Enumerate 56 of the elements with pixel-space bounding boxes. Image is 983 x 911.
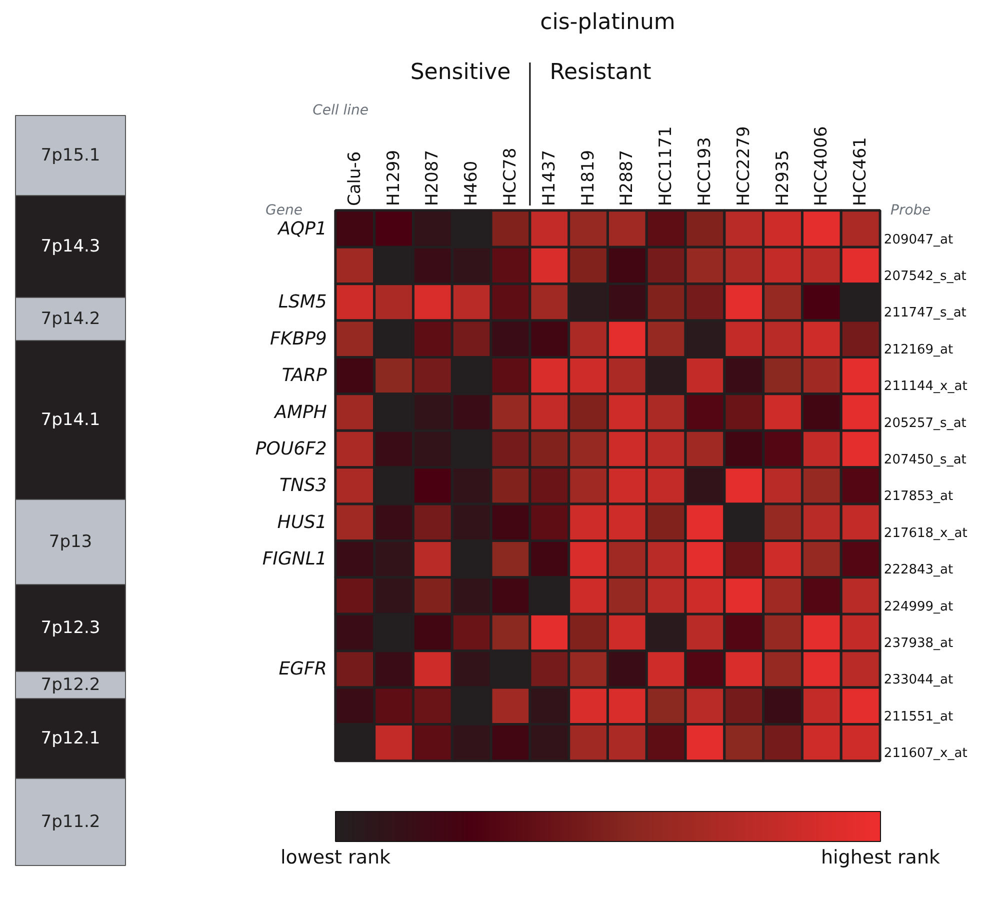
y2-tick-label: 211747_s_at xyxy=(884,306,966,321)
y2-tick-label: 212169_at xyxy=(884,342,954,358)
x-tick-label: H1819 xyxy=(578,150,598,206)
y-tick-label: AMPH xyxy=(274,402,328,423)
text: 7p15.1 xyxy=(40,146,100,166)
y-tick-label: EGFR xyxy=(278,658,327,680)
text: 7p14.1 xyxy=(40,410,100,430)
x-tick-label: HCC193 xyxy=(694,137,715,206)
text: Sensitive xyxy=(410,60,511,85)
y-tick-label: HUS1 xyxy=(277,512,327,533)
text: Probe xyxy=(890,202,931,218)
x-tick-label: HCC2279 xyxy=(734,126,754,206)
x-tick-label: H2887 xyxy=(617,150,638,206)
y2-tick-label: 211144_x_at xyxy=(884,379,968,394)
y2-tick-label: 207542_s_at xyxy=(884,268,966,284)
text: 7p12.3 xyxy=(40,618,100,638)
y2-tick-label: 237938_at xyxy=(884,636,954,651)
x-tick-label: Calu-6 xyxy=(344,151,365,206)
x-tick-label: H460 xyxy=(462,160,482,206)
y2-tick-label: 211607_x_at xyxy=(884,746,968,762)
y2-tick-label: 224999_at xyxy=(884,599,954,614)
text: 7p11.2 xyxy=(40,812,100,832)
text: 7p13 xyxy=(48,532,92,552)
y-tick-label: AQP1 xyxy=(277,218,327,240)
y-tick-label: POU6F2 xyxy=(255,438,327,460)
y-tick-label: FKBP9 xyxy=(270,328,327,350)
text: Gene xyxy=(266,202,303,218)
y2-tick-label: 211551_at xyxy=(884,709,954,724)
y2-tick-label: 217853_at xyxy=(884,489,954,504)
text: 7p14.2 xyxy=(40,309,100,329)
y-tick-label: TNS3 xyxy=(280,475,327,496)
color-bar-label: lowest rank xyxy=(280,846,391,868)
x-tick-label: H1299 xyxy=(384,150,404,206)
x-tick-label: H2087 xyxy=(422,150,443,206)
y2-tick-label: 209047_at xyxy=(884,232,954,248)
y-tick-label: FIGNL1 xyxy=(262,548,327,570)
x-tick-label: HCC78 xyxy=(500,148,520,206)
text: 7p12.2 xyxy=(40,675,100,695)
text: 7p14.3 xyxy=(40,236,100,256)
color-bar-label: highest rank xyxy=(821,846,940,868)
x-tick-label: H1437 xyxy=(539,150,560,206)
chart-title: cis-platinum xyxy=(540,10,676,35)
x-tick-label: H2935 xyxy=(772,150,793,206)
y2-tick-label: 233044_at xyxy=(884,672,954,688)
x-tick-label: HCC1171 xyxy=(656,126,676,206)
x-tick-label: HCC4006 xyxy=(812,126,832,206)
y2-tick-label: 205257_s_at xyxy=(884,416,966,431)
y-tick-label: TARP xyxy=(282,365,328,386)
text: Resistant xyxy=(550,60,652,85)
x-tick-label: HCC461 xyxy=(850,137,871,206)
y-tick-label: LSM5 xyxy=(278,292,327,313)
text: 7p12.1 xyxy=(40,728,100,748)
text: Cell line xyxy=(312,102,369,118)
y2-tick-label: 217618_x_at xyxy=(884,526,968,541)
y2-tick-label: 222843_at xyxy=(884,562,954,578)
y2-tick-label: 207450_s_at xyxy=(884,452,966,468)
